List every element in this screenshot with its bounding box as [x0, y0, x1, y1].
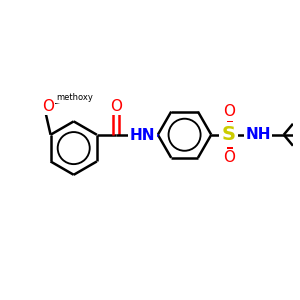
Text: O: O	[110, 99, 122, 114]
Text: O: O	[224, 104, 236, 119]
Text: HN: HN	[130, 128, 155, 143]
Text: NH: NH	[245, 127, 271, 142]
Text: O: O	[224, 150, 236, 165]
Text: S: S	[221, 125, 236, 144]
Text: methoxy: methoxy	[56, 93, 93, 102]
Text: O: O	[42, 99, 54, 114]
